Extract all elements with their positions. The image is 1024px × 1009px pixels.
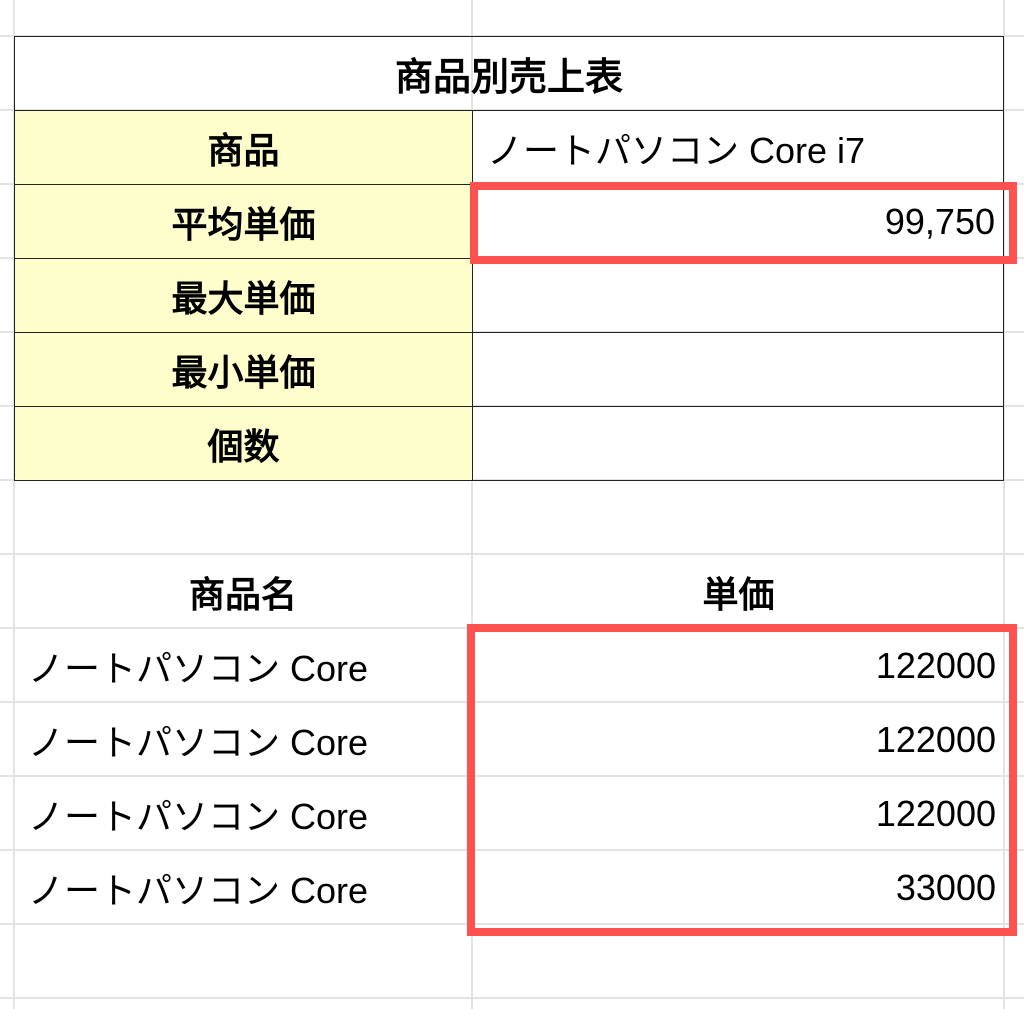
header-product-name[interactable]: 商品名 bbox=[188, 573, 297, 615]
table-row-price[interactable]: 122000 bbox=[875, 644, 996, 686]
value-min-price[interactable] bbox=[472, 332, 1004, 407]
table-row-price[interactable]: 122000 bbox=[875, 718, 996, 760]
table-row-price[interactable]: 122000 bbox=[875, 792, 996, 834]
label-average-price[interactable]: 平均単価 bbox=[14, 184, 473, 259]
label-count[interactable]: 個数 bbox=[14, 406, 473, 481]
table-row-price[interactable]: 33000 bbox=[895, 866, 996, 908]
table-row-name[interactable]: ノートパソコン Core bbox=[28, 721, 369, 763]
value-max-price[interactable] bbox=[472, 258, 1004, 333]
table-row-name[interactable]: ノートパソコン Core bbox=[28, 647, 369, 689]
table-row-name[interactable]: ノートパソコン Core bbox=[28, 869, 369, 911]
label-max-price[interactable]: 最大単価 bbox=[14, 258, 473, 333]
highlight-average-price-box bbox=[470, 182, 1017, 264]
label-min-price[interactable]: 最小単価 bbox=[14, 332, 473, 407]
highlight-price-column-box bbox=[467, 624, 1017, 936]
label-product[interactable]: 商品 bbox=[14, 110, 473, 185]
header-unit-price[interactable]: 単価 bbox=[702, 573, 775, 615]
table-row-name[interactable]: ノートパソコン Core bbox=[28, 795, 369, 837]
value-product[interactable]: ノートパソコン Core i7 bbox=[472, 110, 1004, 185]
summary-title[interactable]: 商品別売上表 bbox=[14, 36, 1004, 111]
value-count[interactable] bbox=[472, 406, 1004, 481]
